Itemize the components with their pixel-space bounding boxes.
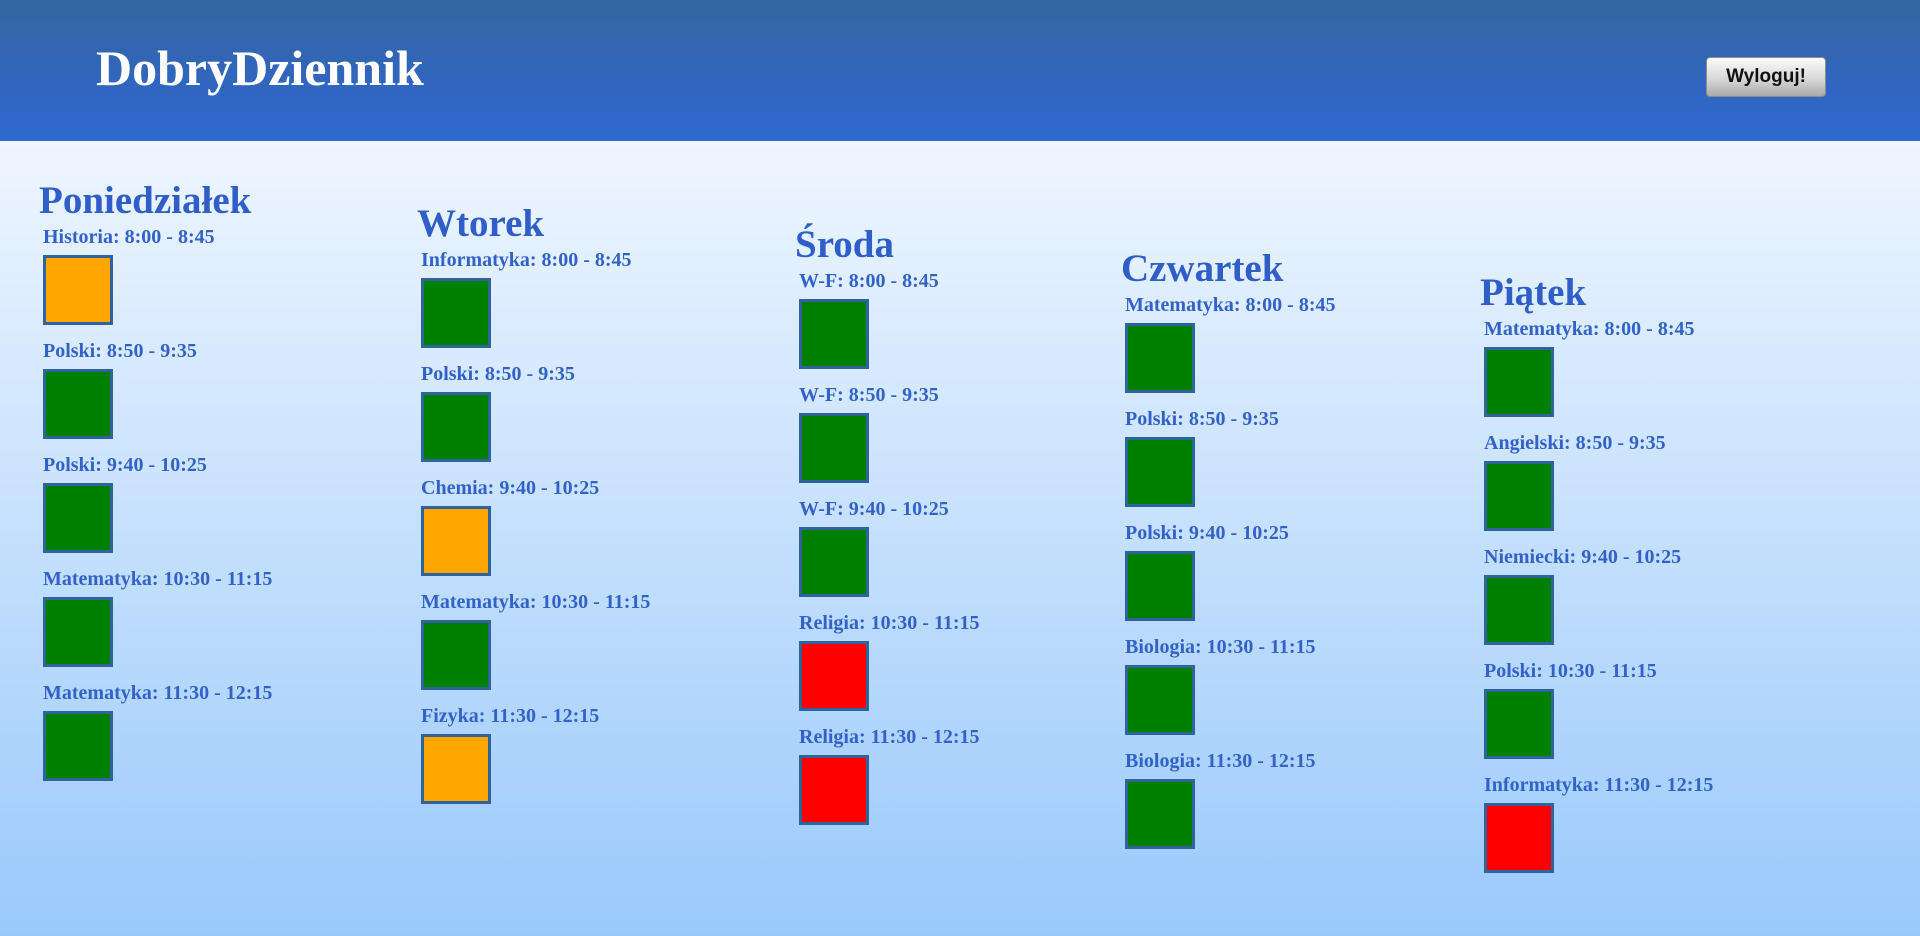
lesson-label: Religia: 10:30 - 11:15	[799, 612, 980, 634]
attendance-status-box[interactable]	[799, 641, 869, 711]
day-title: Środa	[795, 223, 894, 266]
attendance-status-box[interactable]	[43, 711, 113, 781]
attendance-status-box[interactable]	[421, 506, 491, 576]
lesson-list: Matematyka: 8:00 - 8:45 Polski: 8:50 - 9:…	[1121, 293, 1461, 863]
attendance-status-box[interactable]	[1484, 575, 1554, 645]
attendance-status-box[interactable]	[1484, 347, 1554, 417]
lesson-item: Polski: 8:50 - 9:35	[43, 339, 379, 453]
lesson-label: Informatyka: 11:30 - 12:15	[1484, 774, 1714, 796]
lesson-label: Religia: 11:30 - 12:15	[799, 726, 980, 748]
attendance-status-box[interactable]	[1125, 779, 1195, 849]
attendance-status-box[interactable]	[1125, 437, 1195, 507]
lesson-item: Matematyka: 8:00 - 8:45	[1125, 293, 1461, 407]
lesson-item: W-F: 9:40 - 10:25	[799, 497, 1135, 611]
lesson-item: Polski: 9:40 - 10:25	[1125, 521, 1461, 635]
attendance-status-box[interactable]	[1484, 461, 1554, 531]
lesson-label: W-F: 9:40 - 10:25	[799, 498, 949, 520]
lesson-label: Matematyka: 11:30 - 12:15	[43, 682, 273, 704]
attendance-status-box[interactable]	[421, 620, 491, 690]
lesson-label: Biologia: 10:30 - 11:15	[1125, 636, 1316, 658]
attendance-status-box[interactable]	[43, 597, 113, 667]
attendance-status-box[interactable]	[799, 755, 869, 825]
attendance-status-box[interactable]	[799, 299, 869, 369]
lesson-label: Polski: 9:40 - 10:25	[43, 454, 207, 476]
lesson-label: Polski: 8:50 - 9:35	[1125, 408, 1279, 430]
day-column-monday: Poniedziałek Historia: 8:00 - 8:45 Polski…	[39, 177, 379, 795]
lesson-item: Informatyka: 8:00 - 8:45	[421, 248, 757, 362]
lesson-item: Niemiecki: 9:40 - 10:25	[1484, 545, 1820, 659]
lesson-list: Informatyka: 8:00 - 8:45 Polski: 8:50 - 9…	[417, 248, 757, 818]
lesson-label: Matematyka: 8:00 - 8:45	[1125, 294, 1336, 316]
day-column-wednesday: Środa W-F: 8:00 - 8:45 W-F: 8:50 - 9:35 W-…	[795, 221, 1135, 839]
lesson-item: Religia: 11:30 - 12:15	[799, 725, 1135, 839]
lesson-item: Religia: 10:30 - 11:15	[799, 611, 1135, 725]
lesson-label: Fizyka: 11:30 - 12:15	[421, 705, 600, 727]
lesson-label: Polski: 10:30 - 11:15	[1484, 660, 1657, 682]
attendance-status-box[interactable]	[1125, 665, 1195, 735]
lesson-item: W-F: 8:00 - 8:45	[799, 269, 1135, 383]
day-column-thursday: Czwartek Matematyka: 8:00 - 8:45 Polski: …	[1121, 245, 1461, 863]
day-column-tuesday: Wtorek Informatyka: 8:00 - 8:45 Polski: 8…	[417, 200, 757, 818]
attendance-status-box[interactable]	[1484, 689, 1554, 759]
day-title: Wtorek	[417, 202, 545, 245]
lesson-label: W-F: 8:50 - 9:35	[799, 384, 939, 406]
lesson-item: Matematyka: 11:30 - 12:15	[43, 681, 379, 795]
lesson-item: W-F: 8:50 - 9:35	[799, 383, 1135, 497]
day-title: Piątek	[1480, 271, 1587, 314]
attendance-status-box[interactable]	[421, 734, 491, 804]
lesson-label: Biologia: 11:30 - 12:15	[1125, 750, 1316, 772]
lesson-label: Matematyka: 10:30 - 11:15	[421, 591, 651, 613]
lesson-list: Historia: 8:00 - 8:45 Polski: 8:50 - 9:35…	[39, 225, 379, 795]
day-title: Czwartek	[1121, 247, 1284, 290]
attendance-status-box[interactable]	[43, 483, 113, 553]
lesson-item: Matematyka: 10:30 - 11:15	[43, 567, 379, 681]
lesson-label: Polski: 8:50 - 9:35	[421, 363, 575, 385]
lesson-item: Matematyka: 8:00 - 8:45	[1484, 317, 1820, 431]
lesson-item: Biologia: 10:30 - 11:15	[1125, 635, 1461, 749]
lesson-label: Historia: 8:00 - 8:45	[43, 226, 215, 248]
lesson-list: Matematyka: 8:00 - 8:45 Angielski: 8:50 -…	[1480, 317, 1820, 887]
lesson-item: Polski: 10:30 - 11:15	[1484, 659, 1820, 773]
lesson-item: Biologia: 11:30 - 12:15	[1125, 749, 1461, 863]
lesson-label: Informatyka: 8:00 - 8:45	[421, 249, 632, 271]
lesson-item: Informatyka: 11:30 - 12:15	[1484, 773, 1820, 887]
lesson-label: Chemia: 9:40 - 10:25	[421, 477, 600, 499]
lesson-item: Historia: 8:00 - 8:45	[43, 225, 379, 339]
lesson-label: Polski: 9:40 - 10:25	[1125, 522, 1289, 544]
attendance-status-box[interactable]	[421, 392, 491, 462]
lesson-list: W-F: 8:00 - 8:45 W-F: 8:50 - 9:35 W-F: 9:4…	[795, 269, 1135, 839]
lesson-item: Matematyka: 10:30 - 11:15	[421, 590, 757, 704]
day-column-friday: Piątek Matematyka: 8:00 - 8:45 Angielski:…	[1480, 269, 1820, 887]
lesson-item: Chemia: 9:40 - 10:25	[421, 476, 757, 590]
lesson-label: W-F: 8:00 - 8:45	[799, 270, 939, 292]
lesson-label: Niemiecki: 9:40 - 10:25	[1484, 546, 1682, 568]
lesson-label: Angielski: 8:50 - 9:35	[1484, 432, 1666, 454]
app-title: DobryDziennik	[96, 40, 424, 96]
logout-button[interactable]: Wyloguj!	[1706, 57, 1826, 97]
attendance-status-box[interactable]	[1125, 323, 1195, 393]
lesson-label: Matematyka: 10:30 - 11:15	[43, 568, 273, 590]
day-title: Poniedziałek	[39, 179, 252, 222]
lesson-item: Angielski: 8:50 - 9:35	[1484, 431, 1820, 545]
timetable: Poniedziałek Historia: 8:00 - 8:45 Polski…	[0, 141, 1920, 936]
lesson-label: Matematyka: 8:00 - 8:45	[1484, 318, 1695, 340]
lesson-label: Polski: 8:50 - 9:35	[43, 340, 197, 362]
lesson-item: Polski: 8:50 - 9:35	[421, 362, 757, 476]
attendance-status-box[interactable]	[1484, 803, 1554, 873]
attendance-status-box[interactable]	[43, 255, 113, 325]
attendance-status-box[interactable]	[799, 413, 869, 483]
attendance-status-box[interactable]	[421, 278, 491, 348]
lesson-item: Fizyka: 11:30 - 12:15	[421, 704, 757, 818]
lesson-item: Polski: 9:40 - 10:25	[43, 453, 379, 567]
attendance-status-box[interactable]	[799, 527, 869, 597]
lesson-item: Polski: 8:50 - 9:35	[1125, 407, 1461, 521]
attendance-status-box[interactable]	[43, 369, 113, 439]
app-header: DobryDziennik Wyloguj!	[0, 0, 1920, 141]
attendance-status-box[interactable]	[1125, 551, 1195, 621]
